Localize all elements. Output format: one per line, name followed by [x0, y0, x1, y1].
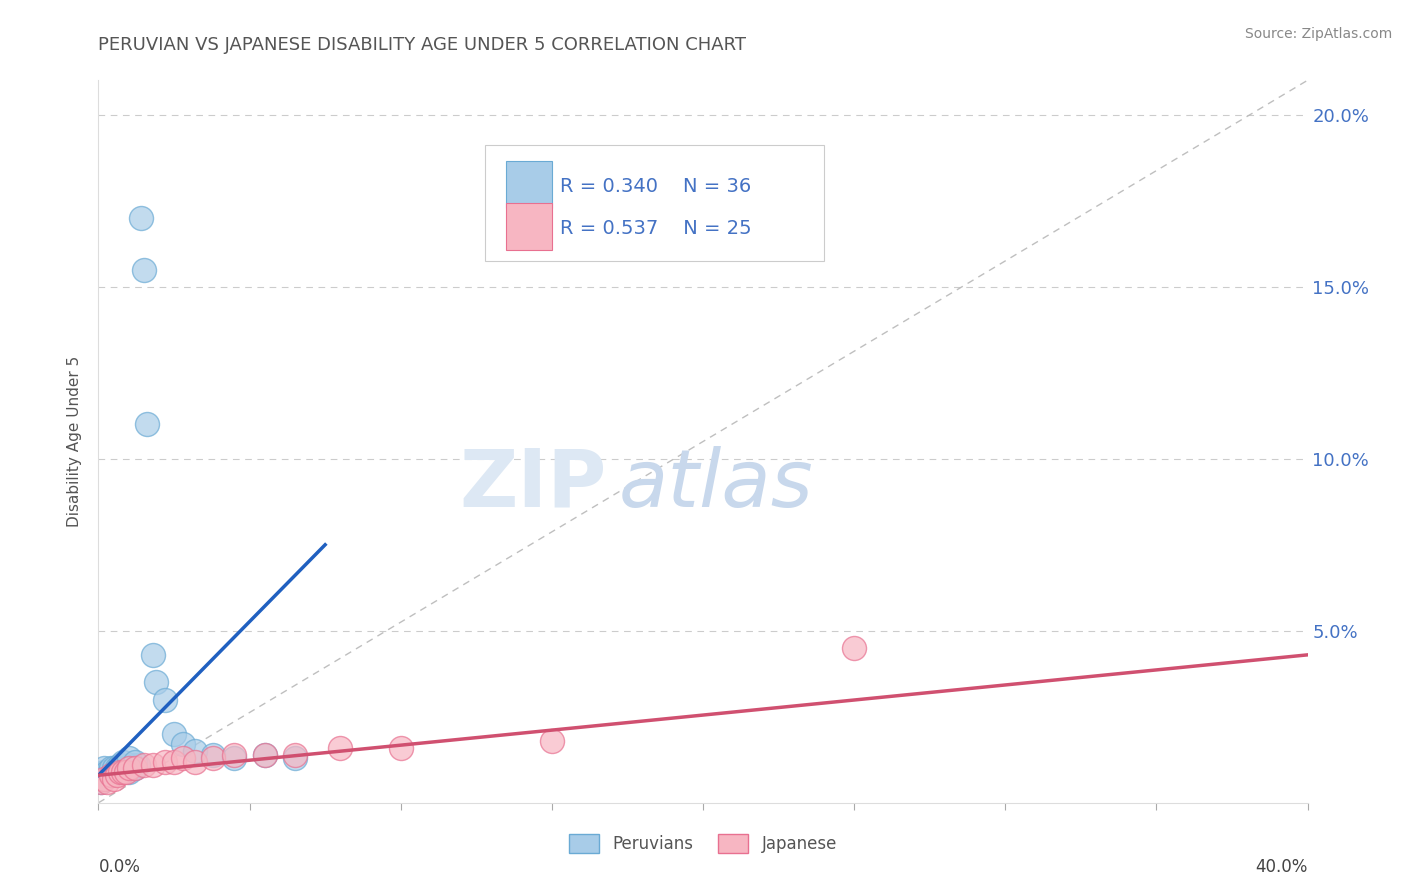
Point: [329, 740, 352, 755]
Point: [284, 747, 307, 762]
Point: [111, 764, 134, 779]
Point: [100, 761, 122, 775]
Point: [118, 751, 141, 765]
Point: [111, 761, 134, 775]
Point: [108, 758, 131, 772]
Text: R = 0.340    N = 36: R = 0.340 N = 36: [561, 177, 752, 196]
Point: [142, 758, 165, 772]
Point: [103, 764, 125, 779]
Point: [100, 768, 122, 782]
Point: [172, 751, 194, 765]
Point: [105, 761, 128, 775]
Point: [100, 768, 122, 782]
FancyBboxPatch shape: [506, 203, 551, 250]
Point: [145, 675, 167, 690]
Point: [103, 761, 125, 775]
Point: [93, 764, 115, 779]
Text: Source: ZipAtlas.com: Source: ZipAtlas.com: [1244, 27, 1392, 41]
Point: [202, 747, 225, 762]
Point: [114, 764, 136, 779]
Point: [135, 417, 157, 432]
Point: [540, 734, 562, 748]
FancyBboxPatch shape: [506, 161, 551, 208]
Point: [172, 737, 194, 751]
Point: [153, 755, 176, 769]
Point: [844, 640, 866, 655]
Point: [105, 768, 128, 782]
Text: 0.0%: 0.0%: [98, 858, 141, 876]
Point: [142, 648, 165, 662]
Point: [124, 761, 146, 775]
Text: 40.0%: 40.0%: [1256, 858, 1308, 876]
Point: [127, 758, 149, 772]
Point: [96, 775, 118, 789]
Point: [90, 768, 112, 782]
Point: [184, 755, 207, 769]
Point: [108, 764, 131, 779]
FancyBboxPatch shape: [485, 145, 824, 260]
Point: [389, 740, 412, 755]
Point: [132, 758, 155, 772]
Point: [93, 772, 115, 786]
Point: [129, 211, 152, 225]
Point: [253, 747, 276, 762]
Point: [96, 764, 118, 779]
Text: R = 0.537    N = 25: R = 0.537 N = 25: [561, 219, 752, 238]
Point: [253, 747, 276, 762]
Point: [124, 755, 146, 769]
Point: [96, 768, 118, 782]
Point: [114, 761, 136, 775]
Point: [132, 262, 155, 277]
Point: [124, 761, 146, 775]
Point: [163, 727, 186, 741]
Text: ZIP: ZIP: [458, 446, 606, 524]
Point: [108, 764, 131, 779]
Point: [202, 751, 225, 765]
Point: [111, 755, 134, 769]
Text: atlas: atlas: [619, 446, 813, 524]
Point: [118, 764, 141, 779]
Y-axis label: Disability Age Under 5: Disability Age Under 5: [67, 356, 83, 527]
Point: [153, 692, 176, 706]
Point: [118, 761, 141, 775]
Point: [103, 772, 125, 786]
Point: [284, 751, 307, 765]
Point: [224, 747, 246, 762]
Point: [121, 758, 143, 772]
Point: [93, 761, 115, 775]
Point: [90, 775, 112, 789]
Legend: Peruvians, Japanese: Peruvians, Japanese: [562, 827, 844, 860]
Point: [224, 751, 246, 765]
Point: [163, 755, 186, 769]
Point: [93, 772, 115, 786]
Point: [90, 775, 112, 789]
Text: PERUVIAN VS JAPANESE DISABILITY AGE UNDER 5 CORRELATION CHART: PERUVIAN VS JAPANESE DISABILITY AGE UNDE…: [98, 36, 747, 54]
Point: [184, 744, 207, 758]
